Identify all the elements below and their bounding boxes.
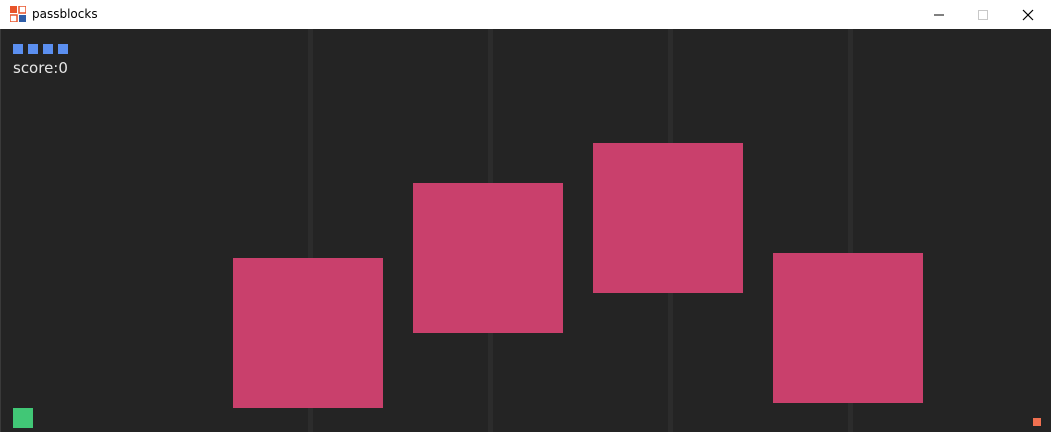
close-button[interactable] xyxy=(1005,0,1051,29)
app-grid-icon xyxy=(10,6,26,22)
life-square xyxy=(43,44,53,54)
minimize-icon xyxy=(934,14,944,16)
maximize-button[interactable] xyxy=(960,0,1006,29)
lane-divider xyxy=(308,29,313,432)
obstacle-block xyxy=(593,143,743,293)
obstacle-block xyxy=(233,258,383,408)
obstacle-block xyxy=(773,253,923,403)
life-square xyxy=(28,44,38,54)
game-canvas[interactable]: score:0 xyxy=(0,29,1051,432)
life-square xyxy=(13,44,23,54)
target-marker xyxy=(1033,418,1041,426)
minimize-button[interactable] xyxy=(916,0,962,29)
obstacle-block xyxy=(413,183,563,333)
close-icon xyxy=(1022,9,1034,21)
title-bar[interactable]: passblocks xyxy=(0,0,1051,29)
window-title: passblocks xyxy=(32,7,98,21)
lane-divider xyxy=(848,29,853,432)
score-label: score:0 xyxy=(13,59,68,77)
maximize-icon xyxy=(978,10,988,20)
player-block xyxy=(13,408,33,428)
life-square xyxy=(58,44,68,54)
